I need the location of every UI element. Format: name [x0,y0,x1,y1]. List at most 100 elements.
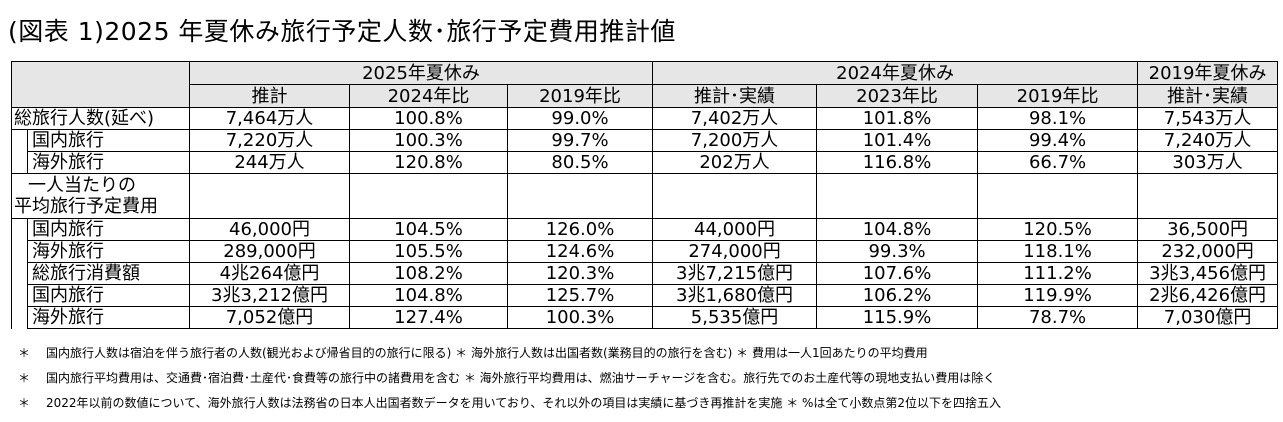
table-cell: 126.0% [506,218,654,241]
table-cell: 108.2% [349,262,508,285]
table-cell: 99.3% [816,240,979,263]
table-cell: 105.5% [349,240,508,263]
indent-gap [11,129,28,174]
header-corner [11,61,190,108]
table-cell: 120.8% [349,151,508,174]
table-cell: 101.4% [816,129,979,152]
header-group-2024: 2024年夏休み [652,61,1139,85]
header-col: 推計･実績 [652,84,818,108]
table-cell: 7,543万人 [1137,107,1279,130]
table-cell: 99.0% [506,107,654,130]
table-row: 総旅行消費額 4兆264億円 108.2% 120.3% 3兆7,215億円 1… [11,262,1279,329]
header-col-row: 推計 2024年比 2019年比 推計･実績 2023年比 2019年比 推計･… [12,84,1279,108]
table-cell: 120.3% [506,262,654,285]
table-cell: 104.5% [349,218,508,241]
header-col: 2019年比 [506,84,654,108]
table-cell: 99.4% [977,129,1139,152]
header-col: 推計 [189,84,350,108]
table-cell: 107.6% [816,262,979,285]
table-cell: 78.7% [977,306,1139,329]
table-cell: 104.8% [349,284,508,307]
row-label-average-cost: 一人当たりの 平均旅行予定費用 [11,173,190,219]
table-cell: 116.8% [816,151,979,174]
table-cell: 232,000円 [1137,240,1279,263]
footnote-mark: ＊ [18,346,31,360]
footnote-mark: ＊ [18,396,31,410]
page-title: (図表 1)2025 年夏休み旅行予定人数･旅行予定費用推計値 [8,17,676,46]
table-cell: 98.1% [977,107,1139,130]
table-cell: 3兆7,215億円 [652,262,818,285]
row-label: 総旅行人数(延べ) [11,107,190,130]
row-label: 国内旅行 [27,284,190,307]
table-cell: 101.8% [816,107,979,130]
table-cell: 5,535億円 [652,306,818,329]
travel-estimate-table: 2025年夏休み 2024年夏休み 2019年夏休み 推計 2024年比 201… [11,61,1279,329]
row-label-line: 一人当たりの [28,175,136,196]
table-cell: 7,240万人 [1137,129,1279,152]
table-row: 海外旅行 244万人 120.8% 80.5% 202万人 116.8% 66.… [12,151,1279,174]
table-cell [506,173,654,219]
table-row: 国内旅行 46,000円 104.5% 126.0% 44,000円 104.8… [11,218,1279,263]
table-cell: 244万人 [189,151,350,174]
table-cell: 124.6% [506,240,654,263]
footnote: ＊ 2022年以前の数値について、海外旅行人数は法務省の日本人出国者数データを用い… [18,397,1001,422]
table-cell: 100.8% [349,107,508,130]
header-col: 2019年比 [977,84,1139,108]
table-row: 国内旅行 7,220万人 100.3% 99.7% 7,200万人 101.4%… [11,129,1279,174]
table-row: 国内旅行 3兆3,212億円 104.8% 125.7% 3兆1,680億円 1… [12,284,1279,307]
header-group-2019: 2019年夏休み [1137,61,1279,85]
table-cell: 303万人 [1137,151,1279,174]
footnote-text: 国内旅行平均費用は、交通費･宿泊費･土産代･食費等の旅行中の諸費用を含む ＊ 海… [46,371,996,385]
header-col: 2024年比 [349,84,508,108]
table-cell [977,173,1139,219]
table-cell: 3兆3,456億円 [1137,262,1279,285]
table-cell [816,173,979,219]
table-row: 海外旅行 7,052億円 127.4% 100.3% 5,535億円 115.9… [12,306,1279,329]
table-cell: 66.7% [977,151,1139,174]
table-cell: 44,000円 [652,218,818,241]
table-cell: 125.7% [506,284,654,307]
table-cell: 119.9% [977,284,1139,307]
table-cell: 3兆3,212億円 [189,284,350,307]
table-cell [349,173,508,219]
table-cell: 4兆264億円 [189,262,350,285]
row-label: 国内旅行 [27,129,190,152]
row-label: 総旅行消費額 [27,262,190,285]
table-cell: 7,052億円 [189,306,350,329]
table-cell: 100.3% [349,129,508,152]
table-cell: 104.8% [816,218,979,241]
table-cell: 46,000円 [189,218,350,241]
table-cell: 7,220万人 [189,129,350,152]
header-group-2025: 2025年夏休み [188,61,654,85]
table-row: 一人当たりの 平均旅行予定費用 [11,173,1279,219]
table-cell: 100.3% [506,306,654,329]
table-cell: 99.7% [506,129,654,152]
table-cell: 202万人 [652,151,818,174]
table-row: 総旅行人数(延べ) 7,464万人 100.8% 99.0% 7,402万人 1… [11,107,1279,130]
row-label: 国内旅行 [27,218,190,241]
table-cell: 36,500円 [1137,218,1279,241]
table-cell: 127.4% [349,306,508,329]
table-cell [189,173,350,219]
header-col: 推計･実績 [1137,84,1279,108]
indent-gap [11,218,28,263]
table-cell: 106.2% [816,284,979,307]
table-cell: 115.9% [816,306,979,329]
footnotes: ＊ 国内旅行人数は宿泊を伴う旅行者の人数(観光および帰省目的の旅行に限る) ＊ 海… [18,347,1001,422]
row-label: 海外旅行 [27,306,190,329]
row-label: 海外旅行 [27,240,190,263]
table-cell: 111.2% [977,262,1139,285]
table-cell: 118.1% [977,240,1139,263]
table-cell [1137,173,1279,219]
table-cell: 3兆1,680億円 [652,284,818,307]
table-cell: 7,464万人 [189,107,350,130]
table-cell: 7,402万人 [652,107,818,130]
table-cell: 80.5% [506,151,654,174]
indent-gap [11,262,28,329]
table-cell: 274,000円 [652,240,818,263]
table-row: 海外旅行 289,000円 105.5% 124.6% 274,000円 99.… [12,240,1279,263]
footnote-mark: ＊ [18,371,31,385]
table-cell [652,173,818,219]
row-label-line: 平均旅行予定費用 [14,196,158,217]
table-cell: 7,030億円 [1137,306,1279,329]
